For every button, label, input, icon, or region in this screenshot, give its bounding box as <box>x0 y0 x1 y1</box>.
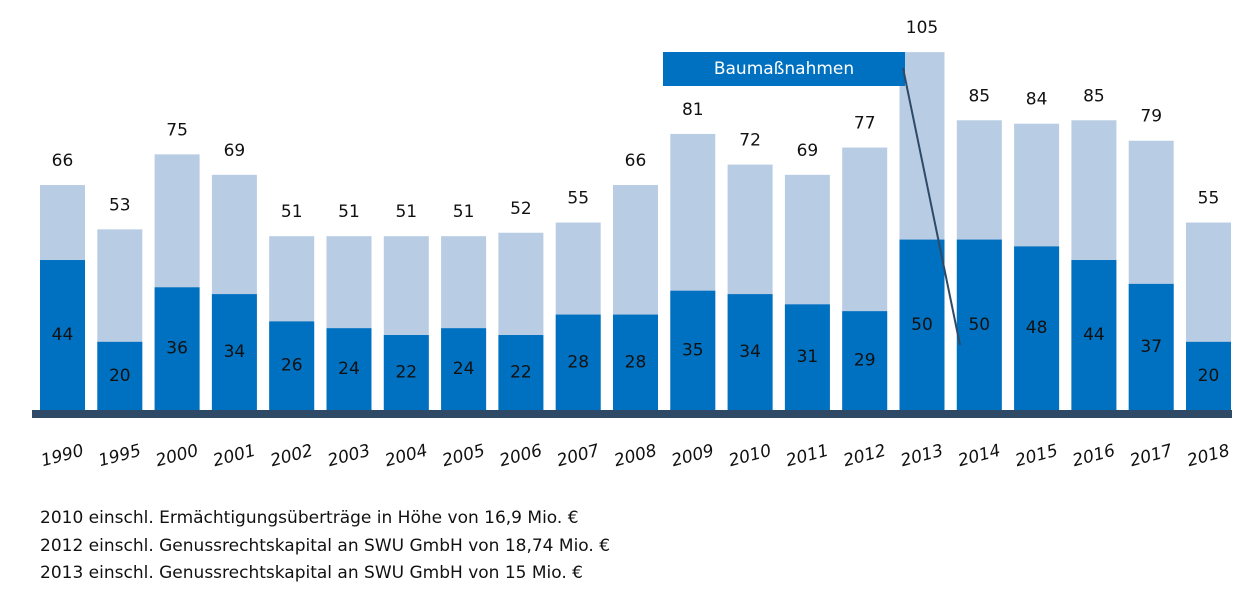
legend-box <box>663 52 905 86</box>
value-label: 48 <box>1026 318 1048 338</box>
x-tick-label: 2009 <box>669 441 716 472</box>
total-label: 51 <box>453 202 475 222</box>
total-label: 69 <box>224 141 246 161</box>
value-label: 26 <box>281 356 303 376</box>
value-label: 50 <box>911 315 933 335</box>
total-label: 53 <box>109 195 131 215</box>
total-label: 84 <box>1026 90 1048 110</box>
x-tick-label: 2003 <box>326 441 373 472</box>
bar-segment <box>784 304 830 410</box>
bar-segment <box>613 314 658 410</box>
legend-pointer <box>902 67 961 346</box>
x-tick-label: 2006 <box>497 441 544 472</box>
bar-segment <box>154 287 200 410</box>
x-tick-label: 2002 <box>268 441 315 472</box>
bar-segment <box>670 290 716 410</box>
x-tick-label: 2007 <box>555 441 602 472</box>
value-label: 31 <box>797 347 819 367</box>
bar-segment <box>326 328 372 410</box>
bar-segment <box>383 335 429 410</box>
bar-segment <box>899 239 945 410</box>
bar-segment <box>40 260 85 410</box>
total-label: 85 <box>968 86 990 106</box>
value-label: 34 <box>224 342 246 362</box>
x-tick-label: 2011 <box>784 441 831 472</box>
total-label: 55 <box>567 189 589 209</box>
value-label: 28 <box>625 352 647 372</box>
value-label: 44 <box>1083 325 1105 345</box>
bar-segment <box>97 341 143 410</box>
value-label: 37 <box>1140 337 1162 357</box>
total-label: 77 <box>854 114 876 134</box>
x-tick-label: 2014 <box>956 441 1003 472</box>
chart: 66 44 1990 53 20 1995 75 36 2000 69 34 2001 51 26 2002… <box>32 18 1232 471</box>
value-label: 24 <box>453 359 475 379</box>
bar-segment <box>1186 341 1231 410</box>
total-label: 55 <box>1198 189 1220 209</box>
value-label: 20 <box>109 366 131 386</box>
footnote: 2013 einschl. Genussrechtskapital an SWU… <box>40 563 583 583</box>
legend-label: Baumaßnahmen <box>714 59 854 79</box>
total-label: 72 <box>739 131 761 151</box>
total-label: 75 <box>166 120 188 140</box>
total-label: 51 <box>338 202 360 222</box>
x-tick-label: 2001 <box>211 441 258 472</box>
value-label: 36 <box>166 339 188 359</box>
baseline <box>32 410 1232 418</box>
total-label: 81 <box>682 100 704 120</box>
value-label: 29 <box>854 351 876 371</box>
bar-segment <box>269 321 315 410</box>
x-tick-label: 1995 <box>96 441 143 472</box>
total-label: 66 <box>52 151 74 171</box>
bar-segment <box>842 311 888 410</box>
total-label: 85 <box>1083 86 1105 106</box>
bars: 66 44 1990 53 20 1995 75 36 2000 69 34 2001 51 26 2002… <box>39 18 1232 471</box>
x-tick-label: 2000 <box>154 441 201 472</box>
x-tick-label: 2010 <box>727 441 774 472</box>
bar-segment <box>1014 246 1060 410</box>
total-label: 69 <box>797 141 819 161</box>
bar-segment <box>956 239 1002 410</box>
footnote: 2012 einschl. Genussrechtskapital an SWU… <box>40 536 611 556</box>
bar-segment <box>211 294 257 410</box>
value-label: 50 <box>968 315 990 335</box>
bar-segment <box>441 328 487 410</box>
x-tick-label: 2015 <box>1013 441 1060 472</box>
total-label: 105 <box>906 18 938 38</box>
value-label: 22 <box>510 363 532 383</box>
total-label: 66 <box>625 151 647 171</box>
x-tick-label: 2012 <box>841 441 888 472</box>
value-label: 35 <box>682 340 704 360</box>
x-tick-label: 2004 <box>383 441 430 472</box>
bar-segment <box>1071 260 1117 410</box>
bar-segment <box>555 314 601 410</box>
x-tick-label: 2008 <box>612 441 659 472</box>
x-tick-label: 1990 <box>39 441 86 472</box>
x-tick-label: 2016 <box>1070 441 1117 472</box>
value-label: 28 <box>567 352 589 372</box>
total-label: 51 <box>281 202 303 222</box>
bar-segment <box>727 294 773 410</box>
bar-segment <box>498 335 544 410</box>
footnote: 2010 einschl. Ermächtigungsüberträge in … <box>40 508 579 528</box>
bar-segment <box>1128 283 1174 410</box>
value-label: 34 <box>739 342 761 362</box>
total-label: 79 <box>1140 107 1162 127</box>
value-label: 24 <box>338 359 360 379</box>
value-label: 22 <box>395 363 417 383</box>
x-tick-label: 2013 <box>899 441 946 472</box>
total-label: 52 <box>510 199 532 219</box>
value-label: 20 <box>1198 366 1220 386</box>
x-tick-label: 2017 <box>1128 441 1175 472</box>
total-label: 51 <box>395 202 417 222</box>
value-label: 44 <box>52 325 74 345</box>
x-tick-label: 2018 <box>1185 441 1232 472</box>
x-tick-label: 2005 <box>440 441 487 472</box>
